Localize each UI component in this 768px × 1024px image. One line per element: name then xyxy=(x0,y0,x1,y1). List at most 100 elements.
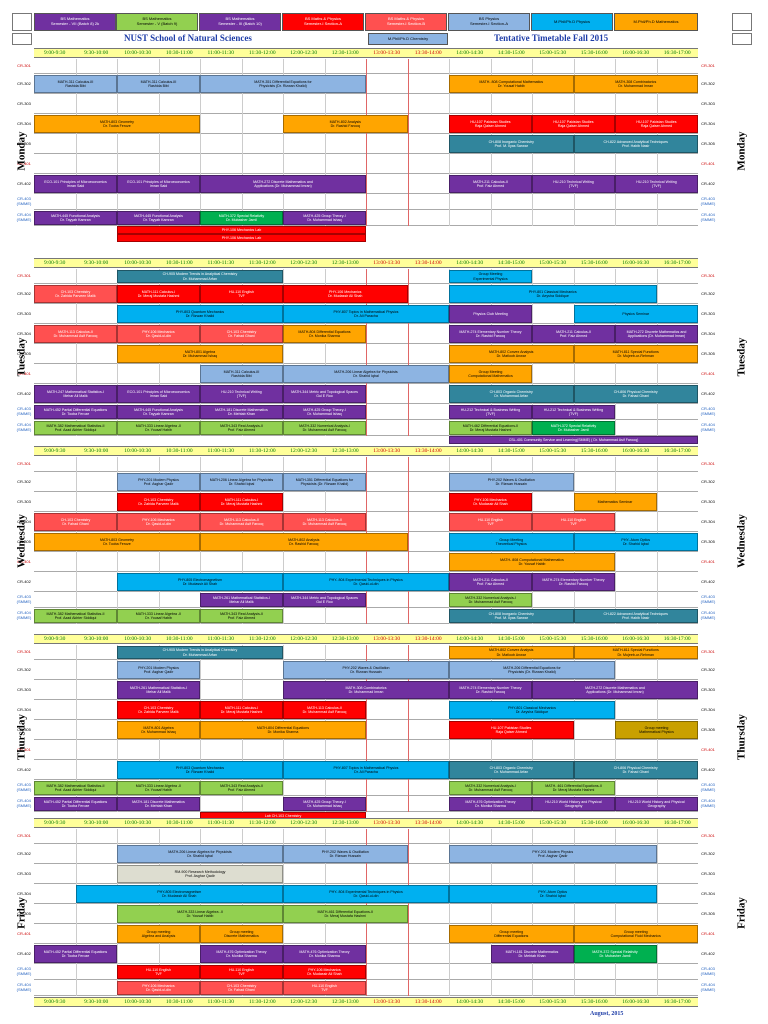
course-block[interactable]: Physics Club Meeting xyxy=(449,305,532,323)
course-block[interactable]: Group Meeting Computational Mathematics xyxy=(449,365,532,383)
course-block[interactable]: PHY-202 Waves & Oscillation Dr. Rizwan Hu… xyxy=(449,473,574,491)
course-block[interactable]: Mathematics Seminar xyxy=(573,493,657,511)
course-block[interactable]: MATH-344 Metric and Topological Spaces Gu… xyxy=(283,385,366,403)
course-block[interactable]: MATH-206 Linear Algebra for Physicists Dr… xyxy=(200,473,283,491)
course-block[interactable]: MATH-311 Calculus-III Rashida Bibi xyxy=(200,365,283,383)
course-block[interactable]: MATH-802 Convex Analysis Dr. Matloob Anwa… xyxy=(449,646,574,659)
course-block[interactable]: HU-107 Pakistan Studies Raja Qaiser Ahmed xyxy=(615,115,698,133)
course-block[interactable]: MATH-452 Partial Differential Equations D… xyxy=(34,405,117,419)
course-block[interactable]: HU-110 English TVF xyxy=(283,981,366,995)
course-block[interactable]: MATH-311 Calculus-III Rashida Bibi xyxy=(117,75,200,93)
course-block[interactable]: PHY- 804 Experimental Techniques in Phys… xyxy=(283,573,449,591)
course-block[interactable]: MATH-211 Calculus-II Prof. Faiz Ahmed xyxy=(449,175,532,193)
course-block[interactable]: MATH-333 Linear Algebra -II Dr. Yousaf Ha… xyxy=(117,781,200,795)
course-block[interactable]: MATH-333 Linear Algebra -II Dr. Yousaf Ha… xyxy=(117,421,200,435)
course-block[interactable]: MATH-181 Discrete Mathematics Dr. Mehtab … xyxy=(117,797,200,811)
course-block[interactable]: PHY-801 Classical Mechanics Dr. Aeysha Si… xyxy=(449,701,615,719)
course-block[interactable]: CH-103 Chemistry Dr. Zahida Parveen Malik xyxy=(34,285,117,303)
course-block[interactable]: PHY-106 Mechanics Dr. Mudassir Ali Shah xyxy=(283,285,408,303)
course-block[interactable]: MATH- 808 Computational Mathematics Dr. Y… xyxy=(449,75,574,93)
course-block[interactable]: MATH-425 Group Theory-I Dr. Muhammad Isha… xyxy=(283,405,366,419)
course-block[interactable]: MATH-372 Special Relativity Dr. Mubasher … xyxy=(200,211,283,225)
course-block[interactable]: CH-103 Chemistry Dr. Fahad Ghani xyxy=(200,325,283,343)
course-block[interactable]: CH-103 Chemistry Dr. Zahida Parveen Malik xyxy=(117,701,200,719)
course-block[interactable]: MATH-811 Special Functions Dr. Mujeeb-ur-… xyxy=(573,646,698,659)
course-block[interactable]: HU-210 Technical Writing (TVF) xyxy=(532,175,615,193)
course-block[interactable]: Group Meeting Theoretical Physics xyxy=(449,533,574,551)
course-block[interactable]: MATH-111 Calculus-I Dr. Meraj Mustafa Has… xyxy=(200,701,283,719)
course-block[interactable]: MATH-801 Algebra Dr. Muhammad Ishaq xyxy=(117,345,283,363)
course-block[interactable]: MATH- 461 Differential Equations-II Dr. M… xyxy=(532,781,615,795)
course-block[interactable]: MATH-462 Differential Equations-II Dr. Me… xyxy=(449,421,532,435)
course-block[interactable]: HU-107 Pakistan Studies Raja Qaiser Ahmed xyxy=(532,115,615,133)
course-block[interactable]: MATH-113 Calculus-II Dr. Muhammad Asif Fa… xyxy=(283,513,366,531)
course-block[interactable]: PHY-106 Mechanics Dr. Qasid-ul-din xyxy=(117,981,200,995)
course-block[interactable]: MATH-802 Analysis Dr. Rashid Farooq xyxy=(200,533,408,551)
course-block[interactable]: MATH-803 Geometry Dr. Tooba Feroze xyxy=(34,533,200,551)
course-block[interactable]: MATH-372 Special Relativity Dr. Mubasher … xyxy=(573,945,657,963)
course-block[interactable]: MATH- 808 Computational Mathematics Dr. Y… xyxy=(449,553,615,571)
course-block[interactable]: Group meeting Computational Fluid Mechani… xyxy=(573,925,698,943)
lab-block[interactable]: PHY-106 Mechanics Lab xyxy=(117,226,366,234)
course-block[interactable]: HU-210 World History and Physical Geograp… xyxy=(532,797,615,811)
course-block[interactable]: HU-110 English TVF xyxy=(200,965,283,979)
course-block[interactable]: MATH-211 Calculus-II Prof. Faiz Ahmed xyxy=(532,325,615,343)
course-block[interactable]: MATH-206 Linear Algebra for Physicists Dr… xyxy=(117,845,283,863)
course-block[interactable]: HU-110 English TVF xyxy=(532,513,615,531)
course-block[interactable]: MATH-332 Numerical Analysis-I Dr. Muhamma… xyxy=(283,421,366,435)
course-block[interactable]: HU-210 World History and Physical Geograp… xyxy=(615,797,698,811)
course-block[interactable]: MATH-111 Calculus-I Dr. Meraj Mustafa Has… xyxy=(200,493,283,511)
course-block[interactable]: MATH-211 Calculus-II Prof. Faiz Ahmed xyxy=(449,573,532,591)
course-block[interactable]: PHY- 804 Experimental Techniques in Phys… xyxy=(283,885,449,903)
course-block[interactable]: HU-110 English TVF xyxy=(200,285,283,303)
course-block[interactable]: MATH-343 Real Analysis-II Prof. Faiz Ahme… xyxy=(200,421,283,435)
course-block[interactable]: PHY-106 Mechanics Dr. Qasid-ul-din xyxy=(117,325,200,343)
course-block[interactable]: MATH-811 Special Functions Dr. Mujeeb-ur-… xyxy=(573,345,698,363)
course-block[interactable]: MATH-247 Mathematical Statistics-I Mehar … xyxy=(34,385,117,403)
course-block[interactable]: MATH-206 Linear Algebra for Physicists Dr… xyxy=(283,365,449,383)
course-block[interactable]: Group meeting Mathematical Physics xyxy=(615,721,698,739)
course-block[interactable]: PHY-202 Waves & Oscillation Dr. Rizwan Hu… xyxy=(283,661,449,679)
course-block[interactable]: MATH-181 Discrete Mathematics Dr. Mehtab … xyxy=(200,405,283,419)
course-block[interactable]: PHY-202 Waves & Oscillation Dr. Rizwan Hu… xyxy=(283,845,408,863)
course-block[interactable]: MATH-272 Discrete Mathematics and Applica… xyxy=(200,175,366,193)
course-block[interactable]: MATH-113 Calculus-II Dr. Muhammad Asif Fa… xyxy=(283,701,366,719)
course-block[interactable]: MATH-308 Combinatorics Dr. Muhammad Imran xyxy=(573,75,698,93)
course-block[interactable]: CH-822 Advanced Analytical Techniques Pro… xyxy=(573,609,698,623)
course-block[interactable]: Group meeting Discrete Mathematics xyxy=(200,925,283,943)
course-block[interactable]: HU-210 Technical Writing (TVF) xyxy=(200,385,283,403)
course-block[interactable]: CH-808 Inorganic Chemistry Prof. M. Ilyas… xyxy=(449,135,574,153)
course-block[interactable]: Group meeting Algebra and Analysis xyxy=(117,925,200,943)
course-block[interactable]: PHY-803 Quantum Mechanics Dr. Rizwan Khal… xyxy=(117,761,283,779)
course-block[interactable]: CH-808 Inorganic Chemistry Prof. M. Ilyas… xyxy=(449,609,574,623)
course-block[interactable]: MATH-476 Optimization Theory Dr. Monika S… xyxy=(449,797,532,811)
course-block[interactable]: PHY-805 Electromagnetism Dr. Mudassir Ali… xyxy=(117,573,283,591)
course-block[interactable]: MATH-445 Functional Analysis Dr. Tayyab K… xyxy=(34,211,117,225)
course-block[interactable]: PHY-805 Electromagnetism Dr. Mudassir Ali… xyxy=(75,885,283,903)
course-block[interactable]: ECO-101 Principles of Microeconomics Imra… xyxy=(34,175,117,193)
course-block[interactable]: MATH-333 Linear Algebra -II Dr. Yousaf Ha… xyxy=(117,609,200,623)
lab-block[interactable]: CSL-401 Community Service and Learning(S… xyxy=(449,436,698,444)
course-block[interactable]: PHY-106 Mechanics Dr. Mudassir Ali Shah xyxy=(283,965,366,979)
course-block[interactable]: MATH-344 Metric and Topological Spaces Gu… xyxy=(283,593,366,607)
course-block[interactable]: MATH-272 Discrete Mathematics and Applica… xyxy=(615,325,698,343)
course-block[interactable]: MATH-111 Calculus-I Dr. Meraj Mustafa Has… xyxy=(117,285,200,303)
course-block[interactable]: MATH-332 Numerical Analysis-I Dr. Muhamma… xyxy=(449,593,532,607)
course-block[interactable]: PHY-803 Quantum Mechanics Dr. Rizwan Khal… xyxy=(117,305,283,323)
course-block[interactable]: MATH-801 Algebra Dr. Muhammad Ishaq xyxy=(117,721,200,739)
course-block[interactable]: MATH-452 Partial Differential Equations D… xyxy=(34,797,117,811)
course-block[interactable]: MATH-804 Differential Equations Dr. Monik… xyxy=(200,721,366,739)
course-block[interactable]: CH-103 Chemistry Dr. Fahad Ghani xyxy=(200,981,283,995)
course-block[interactable]: MATH-181 Discrete Mathematics Dr. Mehtab … xyxy=(490,945,574,963)
course-block[interactable]: MATH-343 Real Analysis-II Prof. Faiz Ahme… xyxy=(200,609,283,623)
course-block[interactable]: PHY- Atom Optics Dr. Shahid Iqbal xyxy=(573,533,698,551)
course-block[interactable]: Group meeting Differential Equations xyxy=(449,925,574,943)
course-block[interactable]: PHY-201 Modern Physics Prof. Asghar Qadir xyxy=(449,845,657,863)
course-block[interactable]: CH-103 Chemistry Dr. Zahida Parveen Malik xyxy=(117,493,200,511)
course-block[interactable]: PHY-807 Topics in Mathematical Physics Dr… xyxy=(283,305,449,323)
course-block[interactable]: PHY-201 Modern Physics Prof. Asghar Qadir xyxy=(117,473,200,491)
course-block[interactable]: RM-900 Research Methodology Prof. Asghar … xyxy=(117,865,283,883)
course-block[interactable]: Physics Seminar xyxy=(573,305,698,323)
course-block[interactable]: PHY-106 Mechanics Dr. Qasid-ul-din xyxy=(117,513,200,531)
course-block[interactable]: MATH-351 Differential Equations for Physi… xyxy=(283,473,366,491)
